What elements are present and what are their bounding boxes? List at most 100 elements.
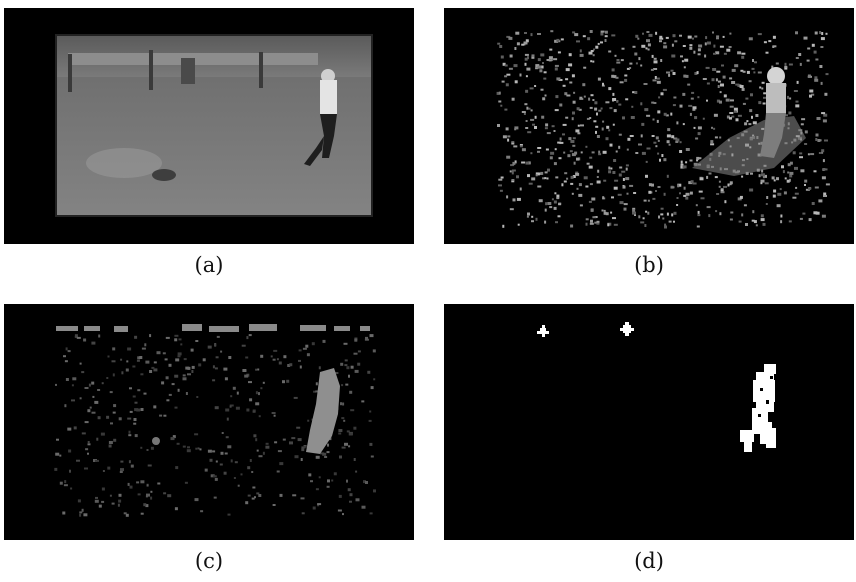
noise-speck (339, 455, 342, 459)
noise-speck (601, 127, 604, 131)
noise-speck (120, 460, 124, 463)
noise-speck (521, 148, 526, 152)
noise-speck (624, 78, 628, 82)
noise-speck (729, 117, 732, 120)
noise-speck (101, 382, 104, 385)
noise-speck (585, 222, 588, 226)
noise-speck (713, 52, 716, 55)
noise-speck (624, 74, 628, 77)
noise-speck (136, 359, 140, 362)
noise-speck (252, 486, 256, 489)
noise-speck (582, 35, 586, 38)
noise-speck (792, 196, 797, 199)
noise-speck (509, 208, 514, 211)
noise-speck (623, 207, 627, 211)
noise-speck (344, 364, 348, 367)
noise-speck (63, 355, 66, 358)
noise-speck (209, 458, 213, 462)
noise-speck (697, 96, 700, 99)
noise-speck (509, 54, 513, 58)
noise-speck (664, 225, 667, 229)
noise-speck (616, 59, 620, 61)
noise-speck (534, 126, 537, 129)
noise-speck (634, 213, 636, 216)
noise-speck (773, 189, 777, 193)
noise-speck (597, 169, 600, 173)
noise-speck (683, 66, 686, 69)
noise-speck (348, 374, 350, 378)
noise-speck (627, 137, 631, 141)
noise-speck (101, 500, 105, 503)
noise-speck (795, 31, 798, 35)
noise-speck (578, 193, 583, 197)
noise-speck (675, 138, 680, 142)
noise-speck (809, 89, 814, 93)
noise-speck (559, 137, 562, 141)
noise-speck (566, 177, 569, 180)
noise-speck (588, 200, 592, 203)
noise-speck (521, 161, 526, 164)
noise-speck (788, 111, 792, 115)
noise-speck (762, 176, 765, 179)
noise-speck (677, 184, 680, 188)
noise-speck (257, 368, 260, 371)
noise-speck (683, 74, 687, 78)
noise-speck (185, 392, 188, 395)
noise-speck (524, 103, 528, 106)
noise-speck (258, 455, 263, 458)
noise-speck (56, 438, 59, 441)
noise-speck (697, 214, 701, 217)
noise-speck (825, 183, 830, 186)
noise-speck (187, 373, 191, 376)
noise-speck (165, 336, 170, 339)
noise-speck (679, 192, 681, 195)
noise-speck (342, 402, 345, 406)
noise-speck (554, 109, 559, 112)
noise-speck (535, 217, 538, 221)
noise-speck (576, 187, 579, 190)
noise-speck (662, 88, 667, 91)
noise-speck (751, 67, 755, 70)
noise-speck (118, 493, 122, 497)
noise-speck (562, 84, 566, 87)
noise-speck (740, 69, 744, 72)
noise-speck (345, 383, 349, 386)
noise-speck (565, 116, 569, 119)
noise-speck (766, 196, 769, 199)
noise-speck (633, 192, 637, 194)
noise-speck (776, 177, 779, 181)
noise-speck (227, 445, 232, 449)
noise-speck (612, 92, 615, 96)
noise-speck (163, 414, 167, 417)
noise-speck (119, 471, 123, 473)
noise-speck (538, 172, 542, 175)
noise-speck (65, 378, 69, 381)
noise-speck (335, 372, 339, 374)
noise-speck (687, 35, 692, 39)
noise-speck (730, 99, 734, 102)
noise-speck (652, 118, 655, 121)
noise-speck (671, 43, 674, 47)
noise-speck (604, 30, 608, 34)
noise-speck (568, 137, 572, 141)
noise-speck (676, 121, 679, 125)
noise-speck (784, 62, 787, 66)
noise-speck (172, 435, 176, 439)
noise-speck (59, 481, 63, 485)
noise-speck (821, 32, 824, 35)
noise-speck (653, 102, 657, 104)
noise-speck (287, 364, 291, 367)
noise-speck (692, 182, 697, 185)
noise-speck (227, 513, 231, 516)
noise-speck (697, 132, 701, 136)
noise-speck (573, 161, 576, 165)
noise-speck (615, 150, 618, 153)
noise-speck (793, 90, 798, 92)
noise-speck (174, 507, 178, 511)
noise-speck (746, 120, 749, 123)
noise-speck (731, 81, 736, 84)
noise-speck (197, 447, 200, 450)
noise-speck (92, 395, 95, 398)
noise-speck (789, 178, 791, 182)
noise-speck (500, 104, 503, 107)
